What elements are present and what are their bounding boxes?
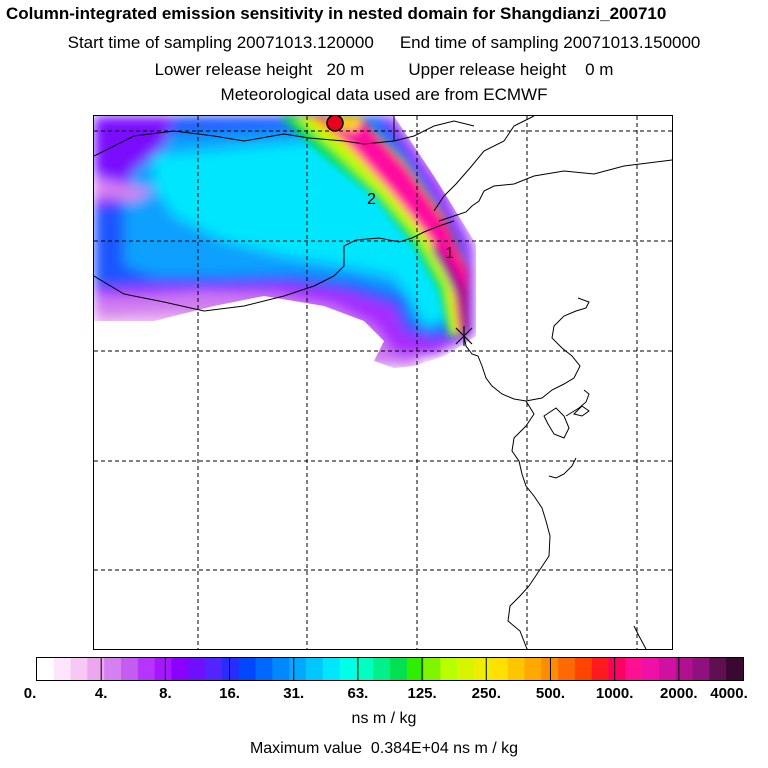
colorbar-tick-label: 63. [347,685,369,702]
colorbar-swatch [188,658,206,680]
start-time-label: Start time of sampling 20071013.120000 [67,33,374,52]
lower-release-label: Lower release height 20 m [154,60,365,79]
colorbar-swatch [154,658,173,680]
colorbar-swatch [726,658,744,680]
colorbar-swatch [289,658,307,680]
receptor-marker [455,326,473,346]
colorbar-tick-label: 31. [283,685,305,702]
colorbar-tick-label: 500. [535,685,566,702]
colorbar-tick-label: 4000. [710,685,748,702]
maximum-value-label: Maximum value 0.384E+04 ns m / kg [249,740,519,757]
colorbar-swatch [205,658,223,680]
colorbar-tick-label: 250. [471,685,501,702]
colorbar-swatch [37,658,55,680]
colorbar-tick-label: 0. [23,685,37,702]
map-title: Column-integrated emission sensitivity i… [6,4,667,23]
colorbar-swatch [238,658,257,680]
colorbar-swatch [658,658,677,680]
colorbar-tick-label: 16. [219,685,240,702]
colorbar-swatch [490,658,509,680]
trajectory-label-2: 2 [367,191,376,208]
colorbar-swatch [440,658,458,680]
colorbar-swatch [625,658,643,680]
colorbar-swatch [137,658,156,680]
colorbar-swatch [373,658,391,680]
colorbar-swatch [104,658,122,680]
colorbar-tick-label: 8. [159,685,172,702]
end-time-label: End time of sampling 20071013.150000 [399,33,701,52]
colorbar-swatch [356,658,374,680]
colorbar-swatch [675,658,694,680]
colorbar-tick-label: 125. [407,685,437,702]
colorbar-swatch [221,658,240,680]
colorbar-tick-label: 2000. [660,685,698,702]
colorbar-swatch [608,658,626,680]
colorbar-swatches [37,658,744,680]
colorbar-units: ns m / kg [351,710,417,727]
colorbar-tick-label: 4. [94,685,108,702]
map-canvas: 1 2 [94,116,672,649]
map-panel: 1 2 [93,115,673,650]
colorbar-swatch [692,658,710,680]
colorbar-swatch [305,658,324,680]
colorbar-swatch [255,658,273,680]
colorbar-swatch [272,658,290,680]
colorbar-swatch [507,658,526,680]
colorbar-swatch [53,658,72,680]
colorbar-swatch [423,658,442,680]
colorbar-swatch [339,658,357,680]
colorbar-swatch [558,658,576,680]
colorbar-swatch [171,658,189,680]
colorbar-swatch [121,658,139,680]
colorbar-swatch [87,658,105,680]
station-marker [326,116,344,132]
colorbar-swatch [591,658,610,680]
emission-sensitivity-field [94,116,474,368]
colorbar-swatch [524,658,542,680]
colorbar-swatch [709,658,727,680]
colorbar-tick-labels: 0. 4. 8. 16. 31. 63. 125. 250. 500. 1000. 2000. 400… [0,685,768,705]
colorbar-swatch [574,658,593,680]
colorbar-swatch [390,658,408,680]
colorbar-swatch [322,658,341,680]
colorbar-swatch [457,658,475,680]
colorbar [36,657,744,681]
trajectory-label-1: 1 [445,245,454,262]
colorbar-swatch [474,658,492,680]
colorbar-tick-label: 1000. [595,685,634,702]
met-data-label: Meteorological data used are from ECMWF [220,85,548,104]
colorbar-swatch [406,658,425,680]
release-heights: Lower release height 20 m Upper release h… [0,60,768,80]
upper-release-label: Upper release height 0 m [408,60,614,79]
sampling-times: Start time of sampling 20071013.120000 En… [0,33,768,53]
colorbar-swatch [70,658,89,680]
lat-lon-grid [94,116,672,649]
colorbar-swatch [642,658,660,680]
